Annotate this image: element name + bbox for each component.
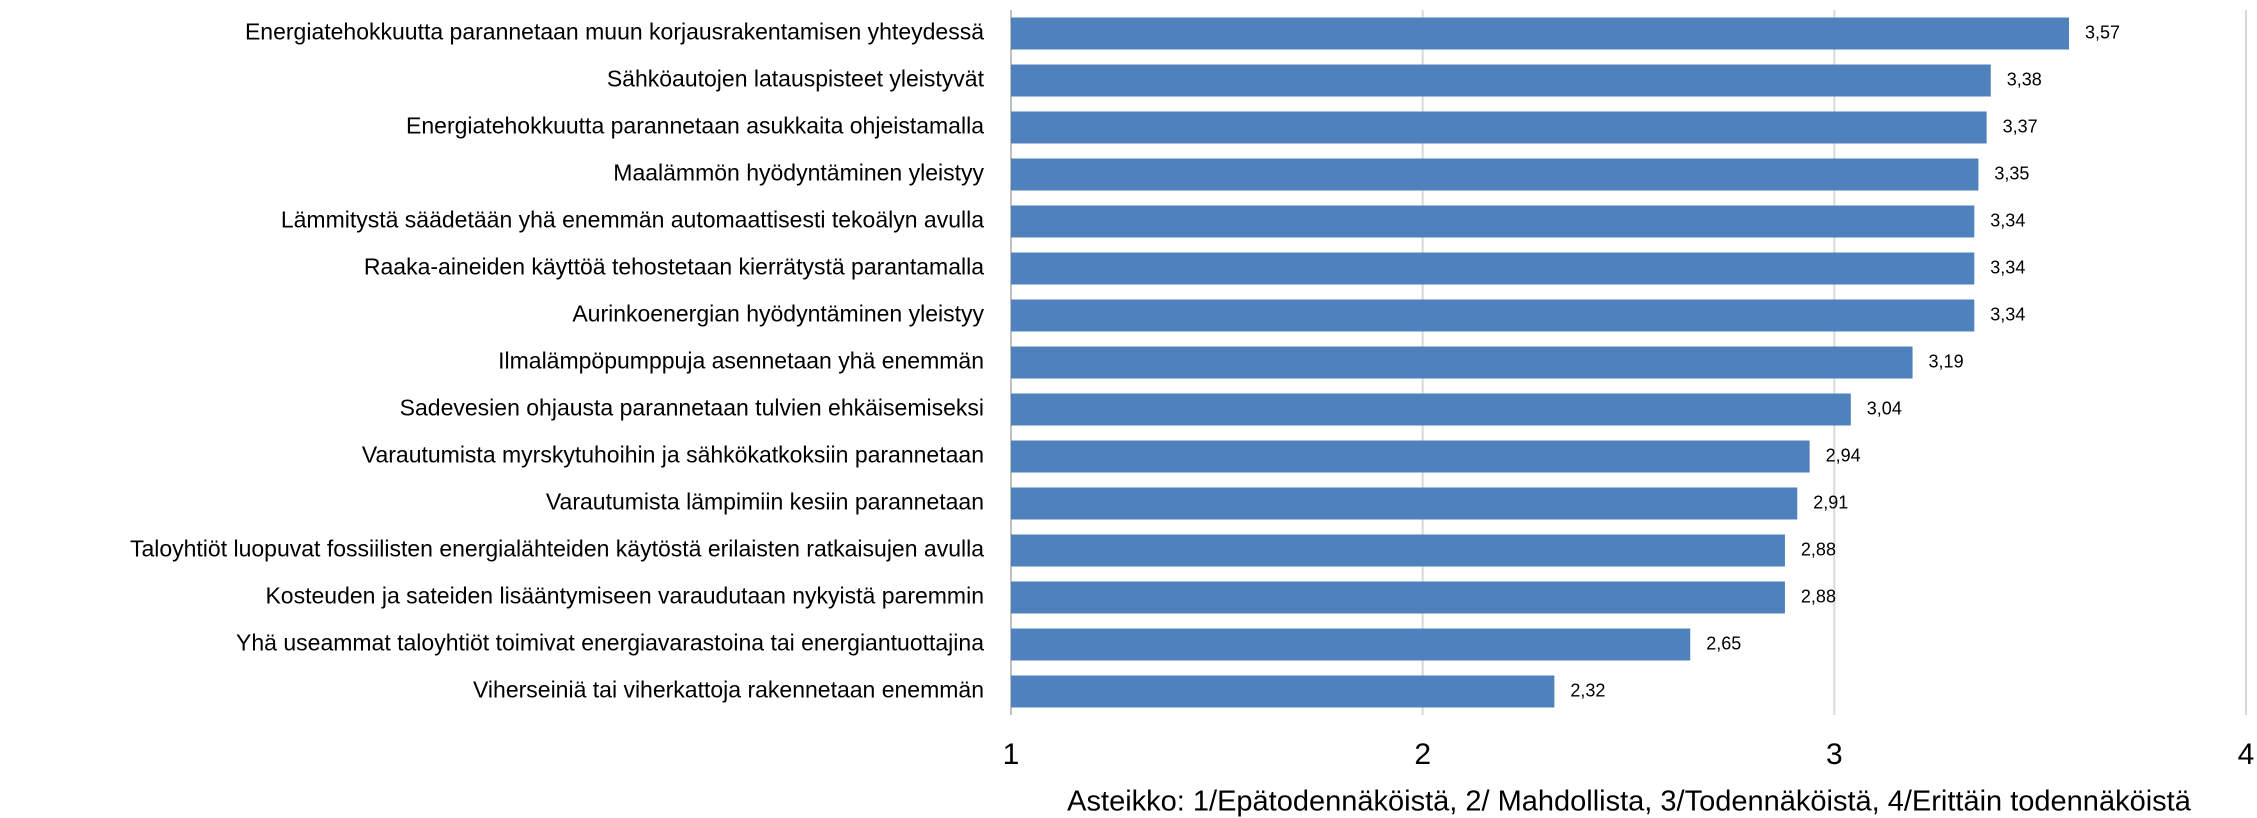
- y-tick-label: Varautumista lämpimiin kesiin parannetaa…: [546, 489, 984, 515]
- y-tick-label: Sähköautojen latauspisteet yleistyvät: [607, 66, 985, 92]
- bar: [1011, 346, 1913, 379]
- y-tick-label: Raaka-aineiden käyttöä tehostetaan kierr…: [364, 254, 984, 280]
- bar: [1011, 64, 1991, 97]
- bar: [1011, 675, 1555, 708]
- bar: [1011, 628, 1691, 661]
- bar: [1011, 393, 1851, 426]
- x-tick-label: 1: [1003, 738, 1020, 771]
- bar: [1011, 158, 1979, 191]
- bar: [1011, 440, 1810, 473]
- data-label: 3,19: [1929, 351, 1964, 371]
- bar: [1011, 299, 1975, 332]
- bar: [1011, 111, 1987, 144]
- bar: [1011, 487, 1798, 520]
- data-label: 2,65: [1706, 633, 1741, 653]
- y-tick-label: Viherseiniä tai viherkattoja rakennetaan…: [473, 677, 984, 703]
- data-label: 3,34: [1990, 210, 2025, 230]
- bar: [1011, 534, 1785, 567]
- y-tick-label: Energiatehokkuutta parannetaan asukkaita…: [406, 113, 984, 139]
- data-label: 2,94: [1826, 445, 1861, 465]
- data-label: 3,34: [1990, 257, 2025, 277]
- data-label: 2,88: [1801, 539, 1836, 559]
- x-tick-label: 3: [1826, 738, 1843, 771]
- y-tick-label: Aurinkoenergian hyödyntäminen yleistyy: [572, 301, 984, 327]
- y-tick-label: Taloyhtiöt luopuvat fossiilisten energia…: [130, 536, 984, 562]
- data-label: 2,32: [1570, 680, 1605, 700]
- y-tick-label: Maalämmön hyödyntäminen yleistyy: [613, 160, 984, 186]
- y-tick-label: Lämmitystä säädetään yhä enemmän automaa…: [281, 207, 984, 233]
- bar: [1011, 205, 1975, 238]
- data-label: 2,88: [1801, 586, 1836, 606]
- data-label: 3,04: [1867, 398, 1902, 418]
- bar: [1011, 581, 1785, 614]
- y-tick-label: Varautumista myrskytuhoihin ja sähkökatk…: [362, 442, 984, 468]
- y-tick-label: Ilmalämpöpumppuja asennetaan yhä enemmän: [498, 348, 984, 374]
- data-label: 2,91: [1813, 492, 1848, 512]
- data-label: 3,34: [1990, 304, 2025, 324]
- y-tick-label: Energiatehokkuutta parannetaan muun korj…: [245, 19, 984, 45]
- y-tick-label: Yhä useammat taloyhtiöt toimivat energia…: [236, 630, 984, 656]
- data-label: 3,57: [2085, 22, 2120, 42]
- x-tick-label: 4: [2238, 738, 2255, 771]
- data-label: 3,35: [1994, 163, 2029, 183]
- bar: [1011, 17, 2069, 50]
- x-tick-label: 2: [1414, 738, 1431, 771]
- bar: [1011, 252, 1975, 285]
- y-tick-label: Kosteuden ja sateiden lisääntymiseen var…: [265, 583, 984, 609]
- y-tick-label: Sadevesien ohjausta parannetaan tulvien …: [400, 395, 984, 421]
- data-label: 3,38: [2007, 69, 2042, 89]
- x-axis-title: Asteikko: 1/Epätodennäköistä, 2/ Mahdoll…: [1067, 786, 2192, 818]
- data-label: 3,37: [2003, 116, 2038, 136]
